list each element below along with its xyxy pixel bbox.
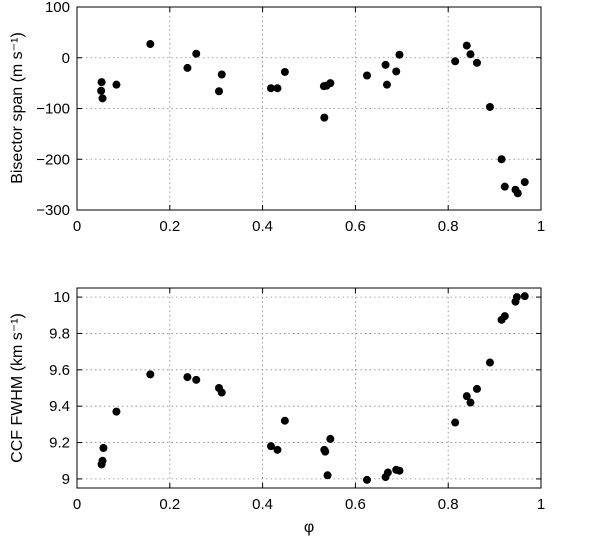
data-point [217,70,226,79]
data-point [112,407,121,416]
data-point [485,358,494,367]
data-point [363,71,371,80]
data-point [497,155,506,164]
data-point [500,312,509,321]
data-point [451,418,460,427]
data-point [273,84,282,93]
x-axis-label: φ [304,519,314,536]
x-tick-label: 0.8 [438,218,459,235]
data-point [520,292,529,301]
y-tick-label: 9.2 [49,435,70,452]
data-point [472,384,481,393]
data-point [146,370,155,379]
x-tick-label: 0.6 [345,218,366,235]
x-tick-label: 0.8 [438,496,459,513]
data-point [217,388,226,397]
data-point [392,67,401,76]
data-point [97,86,106,95]
data-point [462,392,471,401]
y-axis-label: CCF FWHM (km s⁻¹) [9,313,26,463]
data-point [512,293,521,302]
plot-frame [76,287,542,489]
y-tick-label: 9.8 [49,325,70,342]
data-point [266,84,275,93]
data-point [183,63,192,72]
data-point [146,40,155,49]
data-point [112,80,121,89]
data-point [321,447,330,456]
x-tick-label: 1 [537,496,545,513]
data-point [192,375,201,384]
data-point [320,113,329,122]
data-point [98,456,107,465]
y-tick-label: 100 [45,0,70,16]
x-tick-label: 0.4 [252,218,273,235]
data-point [451,57,460,66]
data-point [381,60,390,69]
y-tick-label: 10 [53,289,70,306]
data-point [214,87,223,96]
x-tick-label: 1 [537,218,545,235]
data-point [98,94,107,103]
chart-panel-1: 0 0.2 0.4 0.6 0.8 1 −300 −200 −100 0 100 Bisector s… [9,0,545,235]
y-tick-label: 9 [62,471,70,488]
x-tick-label: 0.6 [345,496,366,513]
x-tick-label: 0.4 [252,496,273,513]
chart-panel-2: 0 0.2 0.4 0.6 0.8 1 9 9.2 9.4 9.6 9.8 10 CCF FWHM (k… [9,287,545,536]
data-point [466,398,475,407]
data-point [273,445,282,454]
y-tick-label: −100 [36,101,70,118]
x-tick-label: 0.2 [159,218,180,235]
data-point [520,178,529,187]
data-point [395,466,404,475]
data-point [462,41,471,50]
data-point [266,442,275,451]
x-tick-label: 0 [73,496,81,513]
data-point [192,49,201,58]
data-point [472,58,481,67]
data-point [382,80,391,89]
data-point [99,444,108,452]
x-tick-label: 0 [73,218,81,235]
y-tick-label: −300 [36,202,70,219]
y-axis-label: Bisector span (m s⁻¹) [9,32,26,184]
data-point [500,182,509,191]
plot-frame [76,6,542,211]
data-point [466,50,475,59]
data-point [363,475,371,484]
data-point [280,67,289,76]
data-point [97,78,106,87]
data-point [383,468,392,477]
y-tick-label: −200 [36,151,70,168]
y-tick-label: 0 [62,50,70,67]
data-point [280,416,289,425]
data-point [513,189,522,198]
data-point [323,471,332,480]
data-point [326,434,335,443]
data-point [395,50,404,59]
y-tick-label: 9.4 [49,398,70,415]
data-point [326,79,335,88]
x-tick-label: 0.2 [159,496,180,513]
y-tick-label: 9.6 [49,362,70,379]
data-point [183,373,192,382]
data-point [485,102,494,111]
